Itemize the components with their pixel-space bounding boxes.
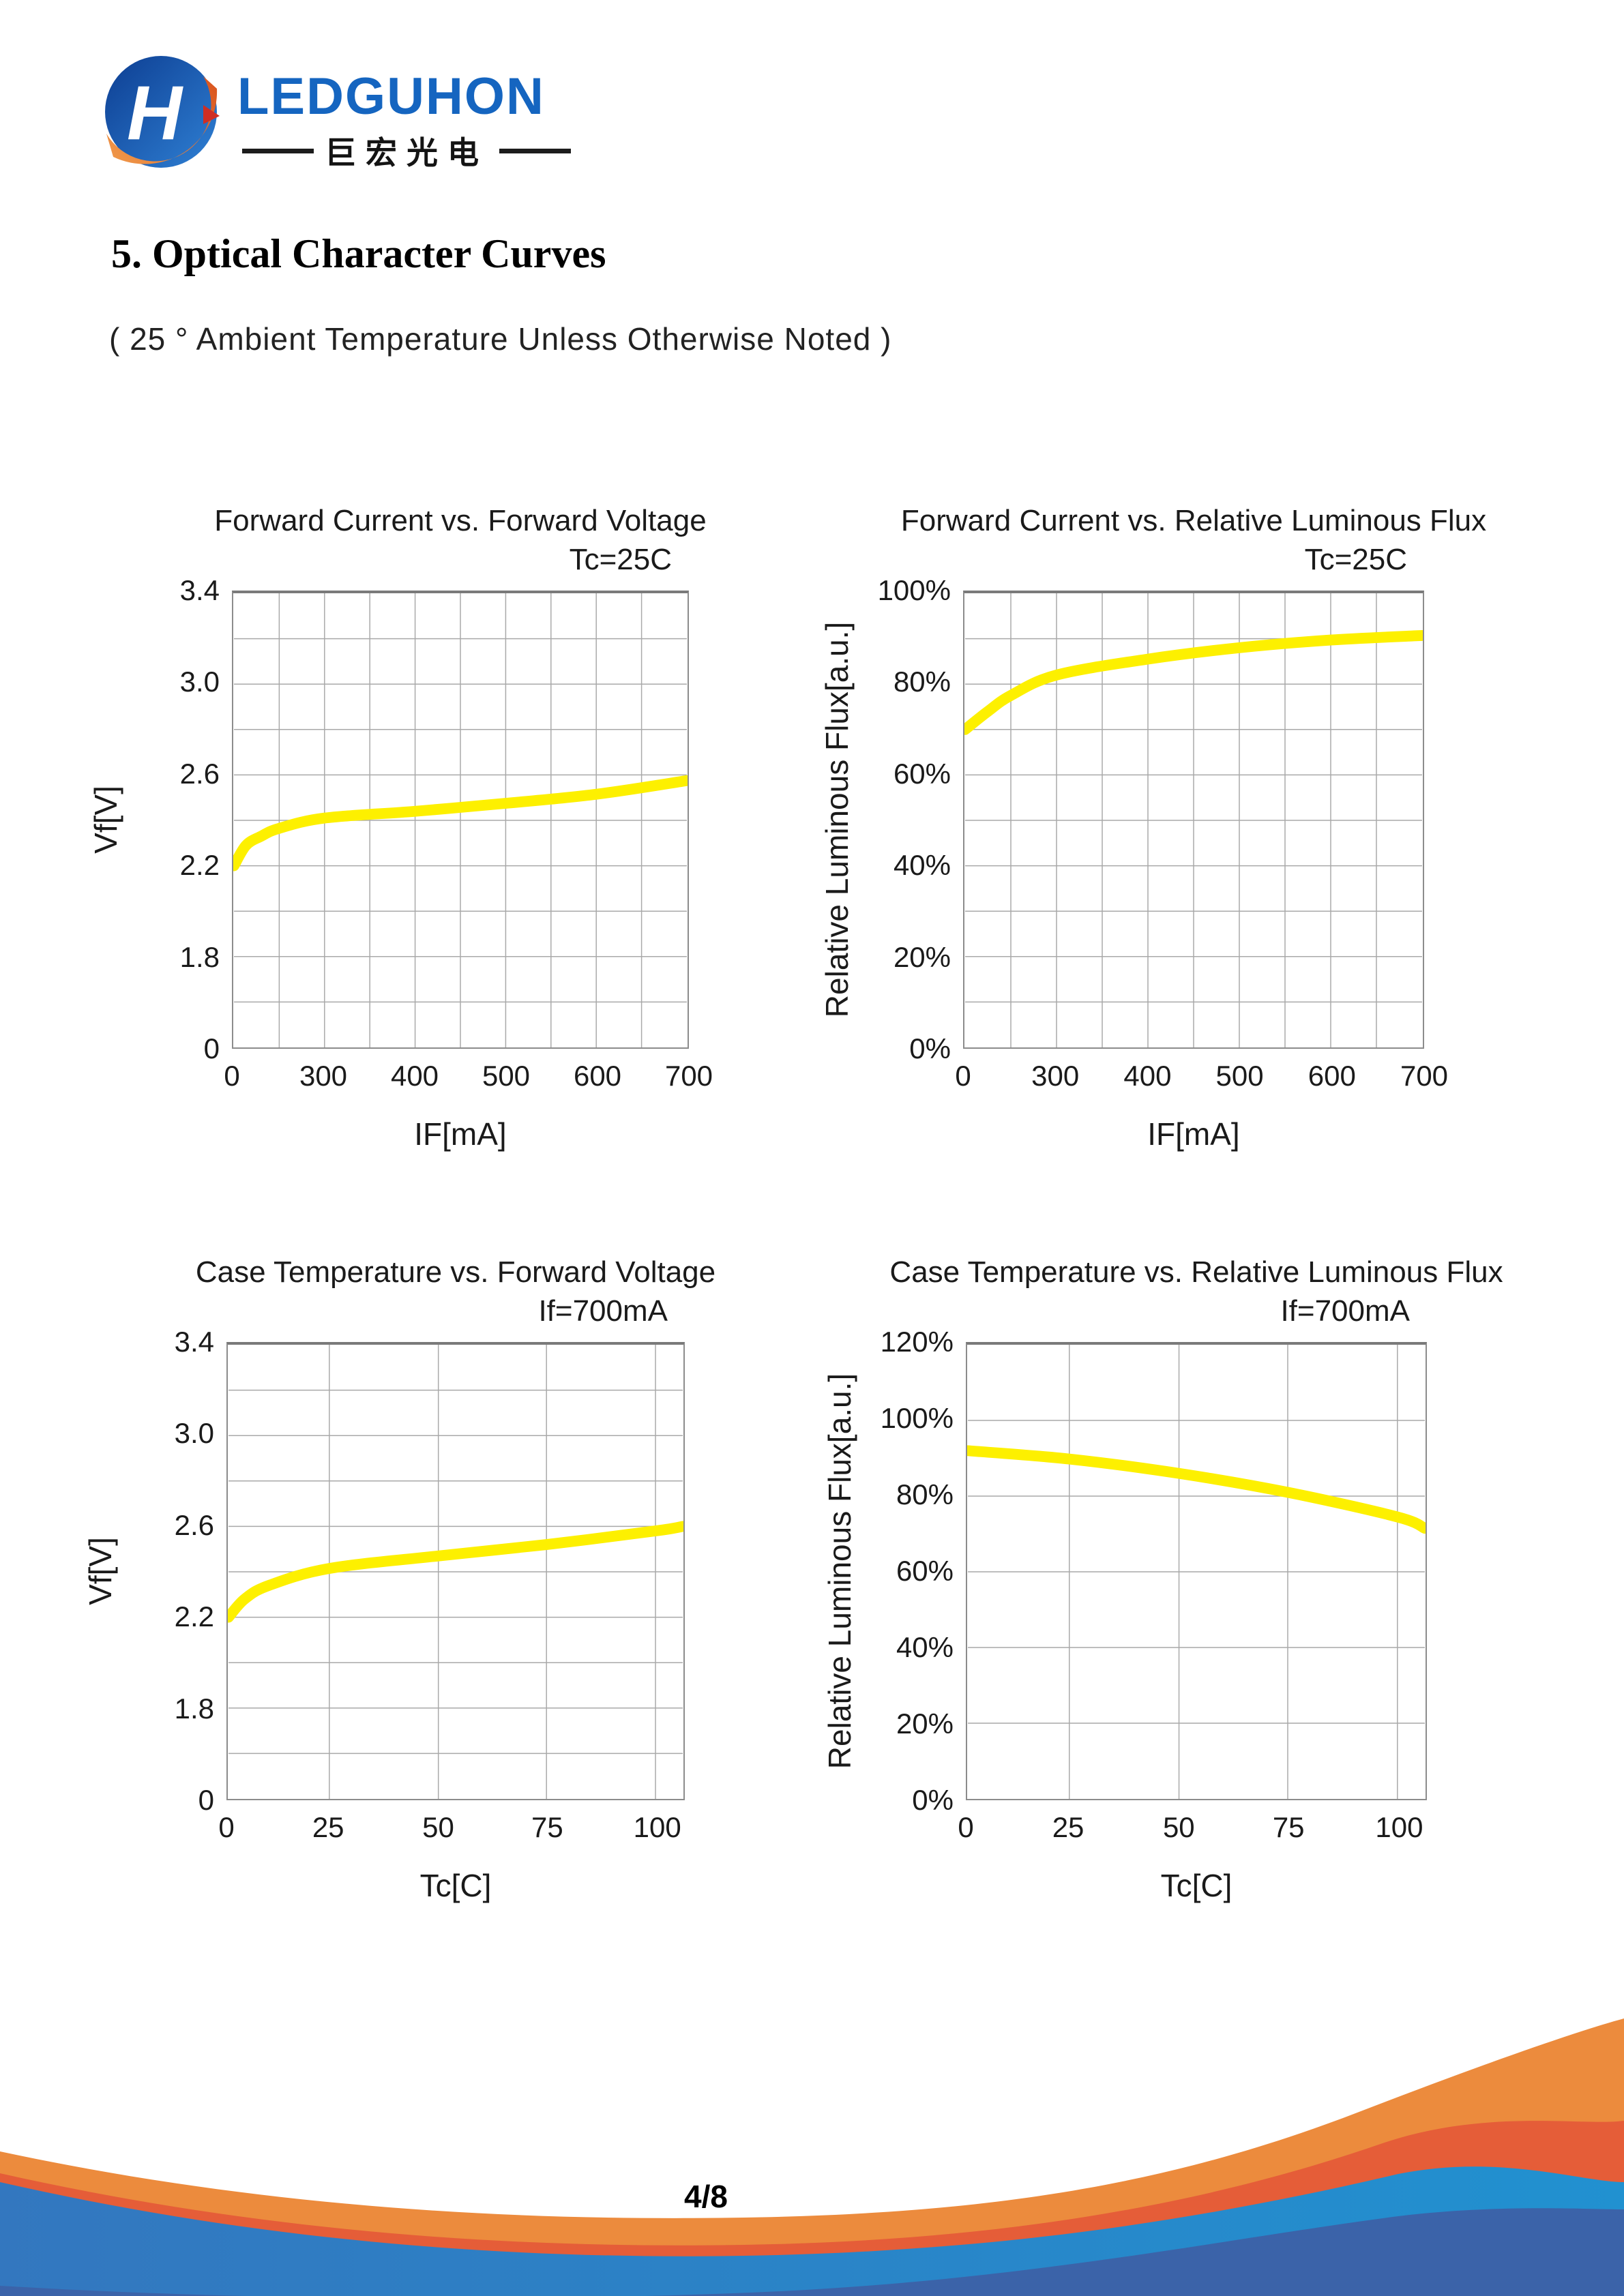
brand-dash-left	[242, 148, 314, 153]
y-tick-label: 2.6	[174, 1508, 214, 1541]
y-tick-label: 3.0	[174, 1417, 214, 1450]
section-note: ( 25 ° Ambient Temperature Unless Otherw…	[109, 321, 892, 357]
data-curve	[233, 775, 688, 871]
x-tick-label: 300	[299, 1060, 348, 1092]
x-tick-label: 50	[422, 1811, 454, 1843]
chart-title: Case Temperature vs. Relative Luminous F…	[889, 1255, 1503, 1289]
x-tick-label: 25	[312, 1811, 344, 1843]
logo-red-spark	[203, 105, 220, 124]
y-tick-label: 2.2	[174, 1600, 214, 1633]
x-tick-label: 75	[531, 1811, 563, 1843]
plot-area	[226, 1342, 685, 1800]
x-tick-label: 0	[958, 1811, 974, 1843]
x-axis-title: Tc[C]	[1160, 1868, 1232, 1903]
brand-dash-right	[499, 148, 571, 153]
section-number: 5.	[111, 231, 142, 276]
x-axis-title: IF[mA]	[414, 1116, 507, 1152]
chart-title: Forward Current vs. Relative Luminous Fl…	[900, 504, 1487, 537]
logo-h-letter: H	[127, 70, 183, 155]
logo-orange-swoosh	[106, 76, 218, 164]
y-tick-label: 40%	[893, 849, 951, 882]
x-tick-label: 25	[1052, 1811, 1084, 1843]
logo-globe-circle	[105, 56, 217, 168]
y-tick-label: 1.8	[179, 940, 220, 973]
brand-chinese-name: 巨宏光电	[325, 135, 488, 170]
x-tick-label: 700	[1400, 1060, 1449, 1092]
chart-title: Forward Current vs. Forward Voltage	[214, 504, 707, 537]
x-tick-label: 400	[1123, 1060, 1172, 1092]
y-tick-label: 0%	[912, 1784, 954, 1816]
chart-condition-label: If=700mA	[1280, 1294, 1410, 1328]
y-tick-label: 0	[198, 1784, 214, 1816]
chart-condition-label: Tc=25C	[1304, 543, 1407, 576]
y-tick-label: 20%	[896, 1707, 954, 1740]
footer-dark-blue-band	[0, 2208, 1624, 2296]
x-tick-label: 0	[955, 1060, 971, 1092]
footer-wave-graphic	[0, 2018, 1624, 2296]
curve-canvas	[964, 593, 1423, 1047]
y-axis-title: Vf[V]	[88, 786, 123, 854]
logo-globe-icon: H	[105, 56, 220, 168]
curve-canvas	[233, 593, 688, 1047]
brand-name: LEDGUHON	[237, 68, 545, 125]
y-tick-label: 80%	[893, 666, 951, 698]
x-tick-label: 50	[1162, 1811, 1195, 1843]
y-tick-label: 60%	[896, 1555, 954, 1587]
x-tick-label: 600	[1308, 1060, 1356, 1092]
y-tick-label: 120%	[880, 1326, 954, 1358]
y-tick-label: 80%	[896, 1478, 954, 1510]
y-tick-label: 60%	[893, 757, 951, 790]
x-tick-label: 75	[1272, 1811, 1305, 1843]
x-tick-label: 100	[1375, 1811, 1423, 1843]
y-tick-label: 2.6	[179, 757, 220, 790]
x-axis-title: Tc[C]	[419, 1868, 492, 1903]
x-axis-title: IF[mA]	[1147, 1116, 1240, 1152]
data-curve	[967, 1445, 1426, 1534]
y-tick-label: 3.4	[174, 1326, 214, 1358]
x-tick-label: 300	[1031, 1060, 1080, 1092]
chart-condition-label: Tc=25C	[569, 543, 672, 576]
y-tick-label: 0	[203, 1032, 220, 1064]
y-tick-label: 20%	[893, 940, 951, 973]
x-tick-label: 500	[1215, 1060, 1264, 1092]
curve-canvas	[967, 1345, 1426, 1799]
section-title: 5. Optical Character Curves	[111, 230, 606, 278]
x-tick-label: 400	[390, 1060, 439, 1092]
curve-canvas	[228, 1345, 683, 1799]
y-tick-label: 3.0	[179, 666, 220, 698]
data-curve	[228, 1521, 683, 1623]
data-curve	[964, 630, 1423, 735]
x-tick-label: 600	[573, 1060, 622, 1092]
x-tick-label: 100	[633, 1811, 681, 1843]
y-axis-title: Vf[V]	[83, 1537, 118, 1605]
y-tick-label: 0%	[909, 1032, 951, 1064]
section-title-text: Optical Character Curves	[142, 231, 606, 276]
x-tick-label: 500	[482, 1060, 531, 1092]
y-tick-label: 100%	[880, 1402, 954, 1435]
y-tick-label: 3.4	[179, 574, 220, 606]
y-axis-title: Relative Luminous Flux[a.u.]	[822, 1373, 857, 1770]
y-axis-title: Relative Luminous Flux[a.u.]	[819, 621, 855, 1018]
x-tick-label: 0	[218, 1811, 235, 1843]
plot-area	[232, 591, 689, 1049]
y-tick-label: 1.8	[174, 1692, 214, 1725]
page-number: 4/8	[684, 2179, 728, 2214]
plot-area	[963, 591, 1424, 1049]
brand-chinese-row: 巨宏光电	[242, 128, 571, 173]
y-tick-label: 40%	[896, 1631, 954, 1664]
y-tick-label: 100%	[877, 574, 951, 606]
x-tick-label: 700	[664, 1060, 713, 1092]
plot-area	[966, 1342, 1427, 1800]
company-logo: H LEDGUHON 巨宏光电	[102, 55, 571, 177]
x-tick-label: 0	[224, 1060, 240, 1092]
y-tick-label: 2.2	[179, 849, 220, 882]
chart-title: Case Temperature vs. Forward Voltage	[195, 1255, 716, 1289]
chart-condition-label: If=700mA	[538, 1294, 668, 1328]
